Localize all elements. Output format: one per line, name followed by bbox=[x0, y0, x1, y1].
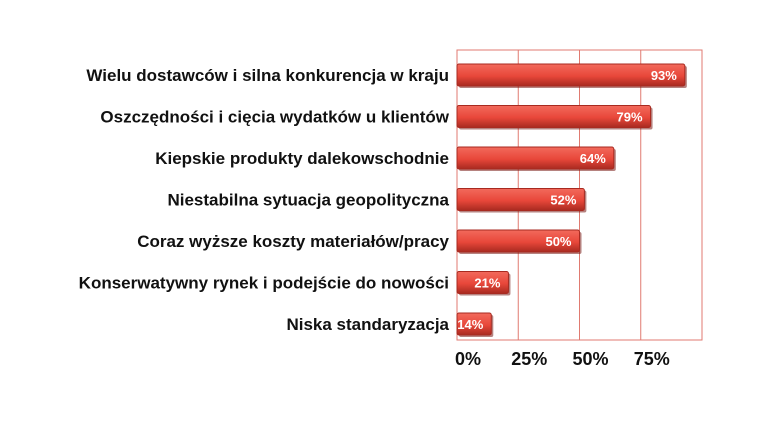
category-label: Konserwatywny rynek i podejście do nowoś… bbox=[79, 274, 449, 293]
data-label: 52% bbox=[550, 193, 576, 208]
category-label: Kiepskie produkty dalekowschodnie bbox=[155, 149, 449, 168]
category-label: Wielu dostawców i silna konkurencja w kr… bbox=[86, 66, 449, 85]
data-label: 79% bbox=[617, 110, 643, 125]
x-tick-label: 0% bbox=[455, 349, 481, 369]
category-label: Coraz wyższe koszty materiałów/pracy bbox=[137, 232, 449, 251]
bar bbox=[456, 146, 615, 170]
category-label: Niestabilna sytuacja geopolityczna bbox=[167, 191, 449, 210]
x-tick-label: 50% bbox=[572, 349, 608, 369]
x-axis-ticks: 0% 25% 50% 75% bbox=[455, 349, 670, 369]
bar bbox=[456, 188, 585, 211]
category-label: Niska standaryzacja bbox=[286, 315, 449, 334]
bar bbox=[456, 229, 580, 253]
bar bbox=[456, 271, 509, 294]
bars-layer: 93% 79% 64% 52% 50% 21% 14% bbox=[456, 63, 687, 337]
x-tick-label: 25% bbox=[511, 349, 547, 369]
category-labels: Wielu dostawców i silna konkurencja w kr… bbox=[79, 66, 450, 334]
category-label: Oszczędności i cięcia wydatków u klientó… bbox=[100, 108, 449, 127]
data-label: 93% bbox=[651, 68, 677, 83]
data-label: 21% bbox=[474, 276, 500, 291]
data-label: 14% bbox=[457, 317, 483, 332]
data-label: 50% bbox=[545, 234, 571, 249]
data-label: 64% bbox=[580, 151, 606, 166]
bar bbox=[456, 105, 652, 128]
bar bbox=[456, 63, 686, 87]
x-tick-label: 75% bbox=[634, 349, 670, 369]
bar bbox=[456, 312, 492, 336]
